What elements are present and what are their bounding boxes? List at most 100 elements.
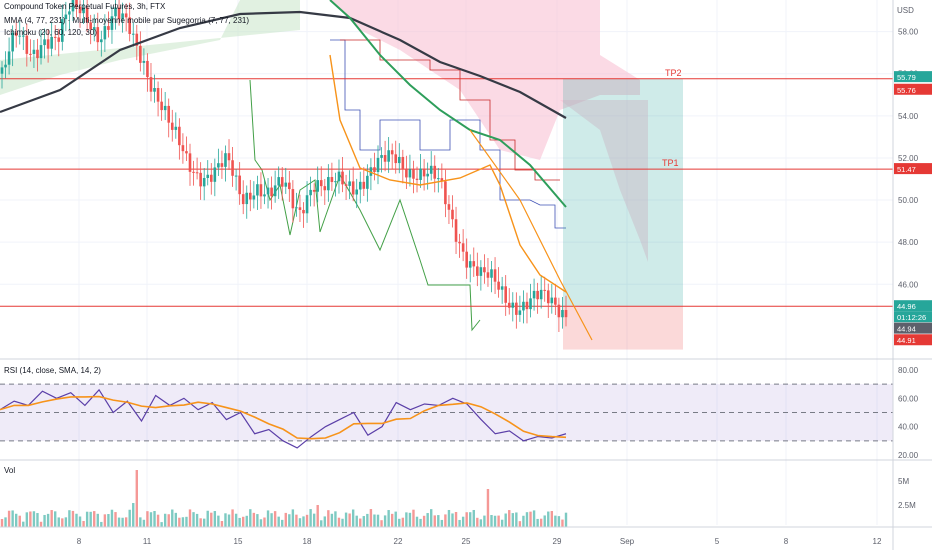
candle-body <box>486 272 490 278</box>
price-tick-label: 58.00 <box>898 28 919 37</box>
candle-body <box>100 39 103 43</box>
volume-bar <box>206 510 209 527</box>
volume-bar <box>153 511 156 527</box>
candle-body <box>408 169 412 178</box>
time-tick-label: 5 <box>715 537 720 546</box>
volume-bar <box>334 511 337 527</box>
vol-tick-label: 5M <box>898 477 909 486</box>
rsi-ma-line <box>0 395 567 440</box>
candle-body <box>493 269 497 282</box>
time-tick-label: 11 <box>143 537 152 546</box>
candle-body <box>511 302 515 308</box>
volume-bar <box>22 521 25 527</box>
tp2-label: TP2 <box>665 68 682 78</box>
volume-bar <box>178 517 181 527</box>
candle-body <box>192 171 195 173</box>
volume-bar <box>202 518 206 527</box>
volume-bar <box>550 511 554 527</box>
candle-body <box>358 181 362 190</box>
volume-bar <box>465 512 468 527</box>
candle-body <box>532 290 536 299</box>
volume-bar <box>461 516 465 527</box>
volume-bar <box>93 511 96 527</box>
volume-bar <box>188 509 192 527</box>
candle-body <box>139 45 142 63</box>
candle-body <box>238 175 241 195</box>
candle-body <box>337 171 341 182</box>
candle-body <box>142 60 146 63</box>
volume-bar <box>117 517 121 527</box>
candle-body <box>468 261 472 268</box>
volume-bar <box>263 517 266 527</box>
candle-body <box>273 185 277 197</box>
candle-body <box>351 181 355 195</box>
candle-body <box>103 26 107 40</box>
candle-body <box>546 290 550 304</box>
rsi-tick-label: 60.00 <box>898 394 919 403</box>
volume-bar <box>486 489 490 527</box>
candle-body <box>213 167 217 182</box>
volume-bar <box>64 517 68 527</box>
volume-bar <box>561 519 564 527</box>
candle-body <box>295 207 298 209</box>
volume-bar <box>114 512 117 527</box>
candle-body <box>415 178 419 180</box>
candle-body <box>344 184 348 186</box>
volume-bar <box>458 519 461 527</box>
time-tick-label: 29 <box>553 537 562 546</box>
volume-bar <box>124 517 128 527</box>
volume-bar <box>508 510 511 527</box>
candle-body <box>135 33 139 46</box>
volume-bar <box>291 509 295 527</box>
volume-bar <box>231 509 234 527</box>
candle-body <box>85 7 89 23</box>
candle-body <box>231 160 234 176</box>
time-tick-label: Sep <box>620 537 635 546</box>
volume-bar <box>281 519 284 527</box>
candle-body <box>302 209 305 214</box>
price-label-box <box>894 311 932 323</box>
candle-body <box>57 37 61 42</box>
candle-body <box>518 310 522 315</box>
volume-bar <box>284 512 287 527</box>
volume-bar <box>472 509 475 527</box>
candle-body <box>4 64 7 68</box>
base-line <box>340 39 560 181</box>
volume-bar <box>298 518 302 527</box>
candle-body <box>107 26 110 30</box>
volume-bar <box>256 514 259 527</box>
candle-body <box>11 32 14 52</box>
volume-bar <box>415 516 419 527</box>
candle-body <box>185 151 188 154</box>
volume-bar <box>43 514 46 527</box>
candle-body <box>220 163 224 167</box>
time-tick-label: 12 <box>873 537 882 546</box>
candle-body <box>68 11 71 15</box>
candle-body <box>444 181 447 205</box>
candle-body <box>224 153 227 167</box>
indicator-legend-ichimoku: Ichimoku (20, 60, 120, 30) <box>4 28 97 37</box>
volume-bar <box>220 521 224 527</box>
candle-body <box>422 168 426 177</box>
candle-body <box>280 177 284 187</box>
candle-body <box>394 154 398 164</box>
candle-body <box>259 184 263 197</box>
volume-bar <box>408 512 412 527</box>
volume-bar <box>192 512 195 527</box>
candle-body <box>447 204 451 210</box>
volume-bar <box>348 513 351 527</box>
candle-body <box>178 126 181 146</box>
volume-bar <box>547 511 550 527</box>
volume-bar <box>18 515 21 527</box>
volume-bar <box>539 518 543 527</box>
rsi-label: RSI (14, close, SMA, 14, 2) <box>4 366 101 375</box>
price-label-box <box>894 322 932 334</box>
volume-bar <box>213 511 217 527</box>
candle-body <box>454 219 458 242</box>
ma-7-line <box>329 54 567 293</box>
price-label-text: 44.96 <box>897 302 916 311</box>
volume-bar <box>135 470 138 527</box>
candle-body <box>128 17 131 34</box>
candle-body <box>507 302 511 308</box>
candle-body <box>341 171 344 185</box>
